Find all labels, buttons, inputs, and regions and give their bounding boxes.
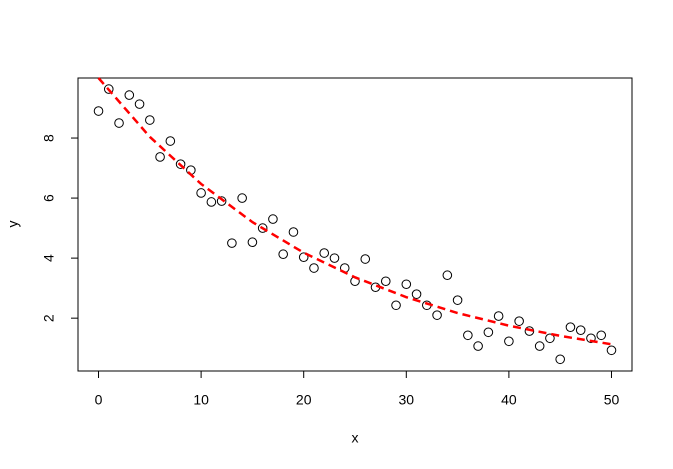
x-tick-label: 50: [604, 392, 620, 408]
point: [442, 270, 453, 281]
point: [432, 310, 442, 320]
point: [114, 118, 124, 128]
point: [319, 248, 330, 258]
point: [165, 136, 176, 146]
point: [596, 330, 607, 341]
point: [524, 326, 535, 336]
point: [237, 193, 247, 203]
point: [473, 341, 483, 351]
x-axis-title: x: [352, 430, 359, 446]
point: [175, 159, 186, 169]
point: [329, 253, 340, 263]
y-tick-label: 4: [41, 254, 57, 262]
point: [534, 341, 545, 351]
point: [134, 99, 145, 109]
point: [124, 90, 135, 100]
point: [514, 316, 524, 326]
point: [216, 196, 227, 206]
point: [196, 188, 206, 198]
point: [575, 325, 586, 335]
point: [545, 333, 555, 344]
point: [493, 311, 504, 321]
point: [257, 223, 268, 233]
point: [504, 336, 514, 347]
x-tick-label: 40: [501, 392, 517, 408]
y-axis-title: y: [5, 221, 21, 228]
point: [93, 106, 104, 116]
x-tick-label: 10: [193, 392, 209, 408]
point: [227, 238, 237, 248]
point: [452, 295, 463, 305]
plot-frame: [77, 77, 633, 372]
point: [145, 115, 155, 125]
point: [360, 254, 371, 264]
y-tick-label: 8: [41, 134, 57, 142]
point: [606, 345, 617, 356]
point: [103, 84, 114, 94]
point: [401, 279, 412, 290]
fit-curve: [97, 77, 612, 346]
point: [411, 289, 422, 299]
point: [586, 333, 596, 344]
point: [268, 214, 278, 224]
y-tick-label: 2: [41, 314, 57, 322]
point: [155, 152, 165, 162]
x-tick-label: 0: [95, 392, 103, 408]
point: [463, 330, 473, 341]
point: [380, 276, 391, 287]
point: [391, 300, 401, 311]
point: [565, 322, 576, 332]
point: [288, 227, 299, 237]
point: [309, 263, 319, 273]
point: [247, 237, 258, 248]
y-tick-label: 6: [41, 194, 57, 202]
point: [278, 249, 288, 260]
point: [206, 197, 217, 207]
point: [483, 327, 494, 338]
point: [555, 354, 565, 365]
x-tick-label: 30: [399, 392, 415, 408]
point: [298, 252, 309, 263]
x-tick-label: 20: [296, 392, 312, 408]
